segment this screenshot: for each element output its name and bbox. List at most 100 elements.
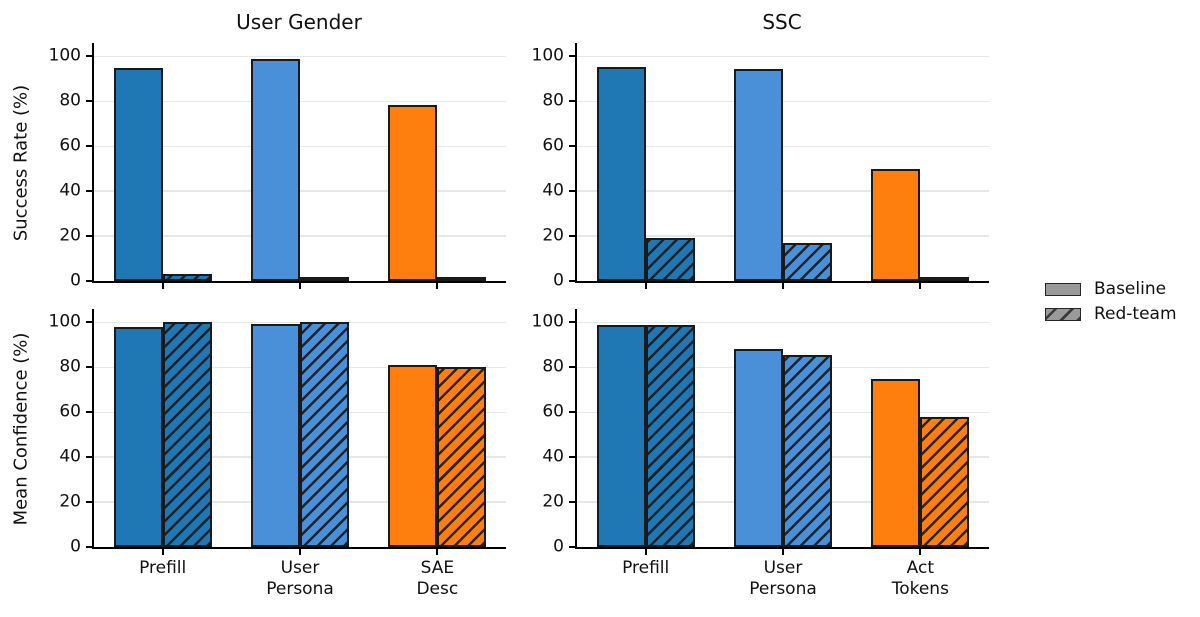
- bar-red-team-group1: [645, 324, 695, 547]
- x-tick-mark: [161, 283, 164, 289]
- chart-title: User Gender: [236, 10, 362, 34]
- y-tick-label: 40: [542, 180, 564, 201]
- bar-red-team-group2: [783, 242, 832, 281]
- y-tick-label: 80: [59, 90, 81, 111]
- y-tick-label: 100: [48, 45, 81, 66]
- x-tick-mark: [919, 549, 922, 555]
- y-axis-label: Success Rate (%): [10, 84, 32, 242]
- gridline: [94, 190, 506, 192]
- panel-success-user-gender: 0 20 40 60 80 100 User Gender Success Rate (%): [11, 10, 506, 289]
- bar-red-team-group2: [300, 322, 349, 547]
- bar-baseline-group3: [388, 365, 438, 547]
- bar-red-team-group3: [437, 277, 487, 281]
- bar-baseline-group1: [113, 67, 163, 281]
- y-tick-mark: [86, 546, 92, 548]
- bar-red-team-group3: [437, 367, 487, 547]
- y-tick-label: 100: [48, 311, 81, 332]
- panel-success-ssc: 0 20 40 60 80 100 SSC: [532, 10, 989, 289]
- y-tick-mark: [569, 456, 575, 459]
- x-tick-mark: [436, 549, 439, 555]
- y-tick-label: 40: [59, 446, 81, 467]
- y-tick-mark: [569, 501, 575, 504]
- y-tick-label: 40: [542, 446, 564, 467]
- y-tick-label: 100: [531, 45, 564, 66]
- y-tick-mark: [86, 100, 92, 103]
- y-tick-mark: [569, 235, 575, 238]
- x-tick-mark: [782, 283, 784, 289]
- y-tick-label: 40: [59, 180, 81, 201]
- y-tick-mark: [569, 411, 575, 414]
- y-tick-mark: [569, 546, 575, 548]
- y-tick-mark: [569, 55, 575, 58]
- legend-item-baseline: Baseline: [1045, 281, 1177, 298]
- y-tick-mark: [569, 321, 575, 324]
- bar-red-team-group1: [162, 274, 212, 281]
- y-tick-mark: [86, 456, 92, 459]
- y-tick-mark: [569, 100, 575, 103]
- gridline: [577, 235, 989, 237]
- panel-confidence-ssc: 0 20 40 60 80 100 Prefill User Persona Act Token…: [532, 309, 989, 599]
- bar-baseline-group2: [734, 349, 783, 547]
- x-tick-mark: [644, 549, 647, 555]
- y-tick-mark: [86, 235, 92, 238]
- x-tick-mark: [299, 549, 301, 555]
- plot-area-success-ssc: 0 20 40 60 80 100: [532, 43, 989, 289]
- y-tick-label: 80: [542, 90, 564, 111]
- gridline: [577, 145, 989, 148]
- x-tick-label: User Persona: [749, 558, 817, 600]
- gridline: [94, 100, 506, 103]
- legend-item-red-team: Red-team: [1045, 306, 1177, 323]
- x-tick-label: Prefill: [622, 558, 670, 578]
- y-tick-mark: [569, 280, 575, 282]
- x-tick-label: User Persona: [266, 558, 334, 600]
- y-tick-label: 60: [542, 401, 564, 422]
- panel-confidence-user-gender: 0 20 40 60 80 100 Prefill User Persona SAE Desc …: [11, 309, 506, 599]
- y-tick-label: 20: [542, 491, 564, 512]
- bar-baseline-group2: [251, 58, 300, 281]
- y-tick-label: 60: [542, 135, 564, 156]
- plot-area-confidence-user-gender: 0 20 40 60 80 100 Prefill User Persona SAE Desc: [49, 309, 506, 599]
- y-tick-label: 100: [531, 311, 564, 332]
- x-tick-mark: [161, 549, 164, 555]
- x-tick-mark: [782, 549, 784, 555]
- gridline: [577, 100, 989, 103]
- gridline: [577, 55, 989, 58]
- gridline: [94, 55, 506, 58]
- legend: Baseline Red-team: [1045, 281, 1177, 331]
- legend-label-baseline: Baseline: [1094, 279, 1167, 299]
- y-tick-label: 0: [70, 536, 81, 557]
- bar-baseline-group3: [871, 378, 921, 547]
- x-tick-mark: [919, 283, 922, 289]
- bar-baseline-group3: [388, 104, 438, 281]
- y-tick-mark: [86, 280, 92, 282]
- red-team-hatched-swatch-icon: [1045, 308, 1081, 321]
- y-tick-label: 0: [553, 536, 564, 557]
- y-tick-mark: [86, 366, 92, 369]
- y-tick-mark: [86, 321, 92, 324]
- plot-area-confidence-ssc: 0 20 40 60 80 100 Prefill User Persona Act Token…: [532, 309, 989, 599]
- gridline: [94, 235, 506, 237]
- y-tick-label: 60: [59, 401, 81, 422]
- bar-red-team-group3: [920, 276, 970, 281]
- gridline: [577, 190, 989, 192]
- y-tick-label: 20: [542, 225, 564, 246]
- bar-red-team-group2: [300, 277, 349, 281]
- baseline-swatch-icon: [1045, 283, 1081, 296]
- gridline: [94, 145, 506, 148]
- x-tick-mark: [299, 283, 301, 289]
- y-tick-mark: [86, 411, 92, 414]
- x-tick-mark: [436, 283, 439, 289]
- plot-area-success-user-gender: 0 20 40 60 80 100: [49, 43, 506, 289]
- bar-red-team-group1: [645, 238, 695, 281]
- bar-red-team-group3: [920, 416, 970, 547]
- x-tick-mark: [644, 283, 647, 289]
- bar-red-team-group2: [783, 355, 832, 547]
- chart-title: SSC: [762, 10, 802, 34]
- y-tick-label: 0: [70, 270, 81, 291]
- y-tick-mark: [86, 501, 92, 504]
- y-tick-mark: [569, 145, 575, 148]
- y-tick-mark: [86, 190, 92, 193]
- bar-baseline-group1: [113, 326, 163, 547]
- y-tick-label: 60: [59, 135, 81, 156]
- x-tick-label: Act Tokens: [891, 558, 949, 600]
